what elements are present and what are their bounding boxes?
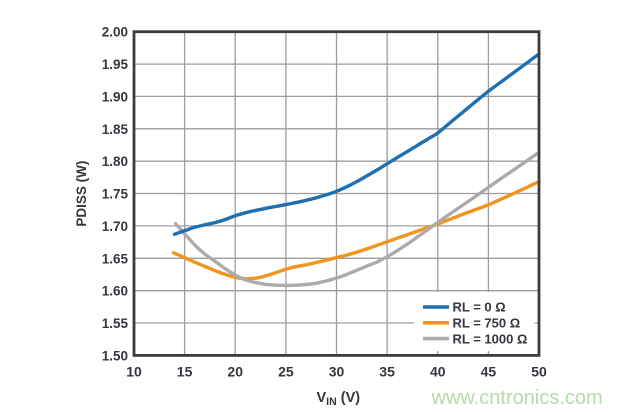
svg-text:35: 35 <box>379 363 395 379</box>
svg-text:25: 25 <box>278 363 294 379</box>
svg-text:40: 40 <box>430 363 446 379</box>
svg-text:50: 50 <box>531 363 547 379</box>
svg-text:1.55: 1.55 <box>102 316 129 331</box>
svg-text:www.cntronics.com: www.cntronics.com <box>431 387 603 409</box>
svg-text:1.95: 1.95 <box>102 57 129 72</box>
svg-text:RL = 750 Ω: RL = 750 Ω <box>453 316 521 331</box>
svg-text:1.85: 1.85 <box>102 122 129 137</box>
svg-text:20: 20 <box>227 363 243 379</box>
svg-text:45: 45 <box>481 363 497 379</box>
svg-text:1.70: 1.70 <box>102 219 128 234</box>
svg-text:2.00: 2.00 <box>102 25 128 40</box>
svg-text:1.90: 1.90 <box>102 89 128 104</box>
svg-text:1.60: 1.60 <box>102 284 128 299</box>
svg-text:1.75: 1.75 <box>102 187 129 202</box>
svg-text:1.65: 1.65 <box>102 251 129 266</box>
svg-text:1.50: 1.50 <box>102 348 128 363</box>
svg-text:15: 15 <box>177 363 193 379</box>
svg-text:30: 30 <box>329 363 345 379</box>
svg-text:1.80: 1.80 <box>102 154 128 169</box>
svg-text:10: 10 <box>126 363 142 379</box>
svg-text:RL = 1000 Ω: RL = 1000 Ω <box>453 331 528 346</box>
svg-text:RL = 0 Ω: RL = 0 Ω <box>453 300 506 315</box>
svg-text:PDISS (W): PDISS (W) <box>74 161 89 227</box>
svg-text:VIN (V): VIN (V) <box>317 390 361 408</box>
